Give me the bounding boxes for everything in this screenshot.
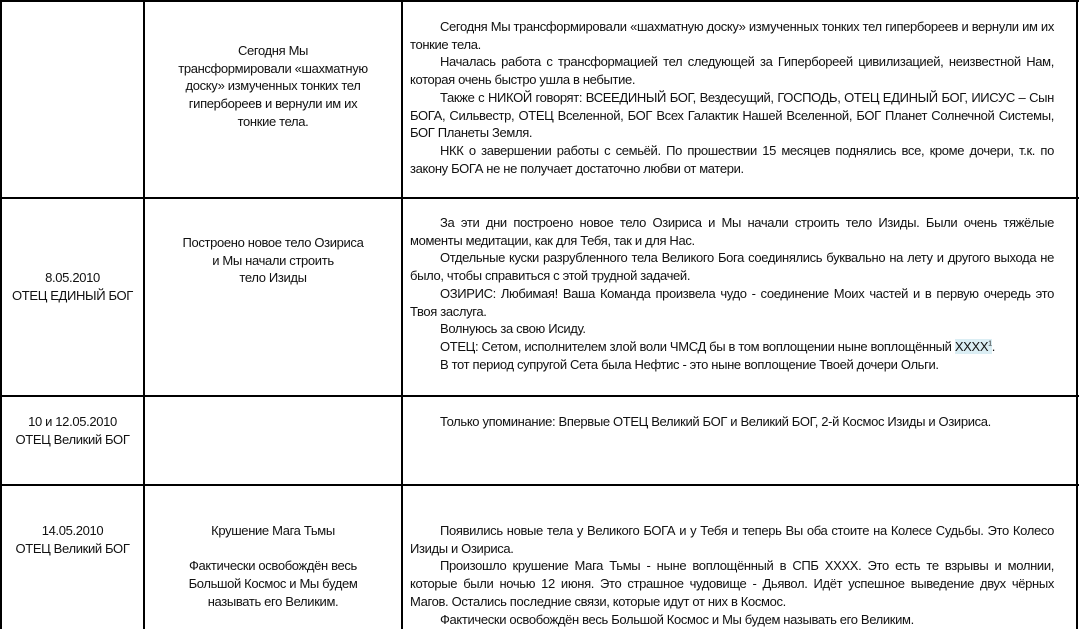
paragraph: Появились новые тела у Великого БОГА и у… bbox=[410, 523, 1054, 556]
paragraph: Сегодня Мы трансформировали «шахматную д… bbox=[410, 19, 1054, 52]
footnote-ref[interactable]: 1 bbox=[988, 340, 992, 348]
summary-line: Сегодня Мы bbox=[237, 43, 309, 58]
column-divider bbox=[143, 0, 145, 629]
row4-date-author: 14.05.2010 ОТЕЦ Великий БОГ bbox=[2, 522, 143, 557]
entry-author: ОТЕЦ Великий БОГ bbox=[15, 540, 130, 556]
summary-line: тонкие тела. bbox=[237, 113, 309, 129]
paragraph: ОЗИРИС: Любимая! Ваша Команда произвела … bbox=[410, 285, 1054, 319]
summary-line: тело Изиды bbox=[239, 270, 307, 286]
row2-date-author: 8.05.2010 ОТЕЦ ЕДИНЫЙ БОГ bbox=[2, 269, 143, 304]
row3-text: Только упоминание: Впервые ОТЕЦ Великий … bbox=[410, 413, 1054, 431]
entry-author: ОТЕЦ Великий БОГ bbox=[15, 431, 130, 447]
father-text: ОТЕЦ: Сетом, исполнителем злой воли ЧМСД… bbox=[440, 338, 955, 354]
row3-date-author: 10 и 12.05.2010 ОТЕЦ Великий БОГ bbox=[2, 413, 143, 448]
paragraph: Началась работа с трансформацией тел сле… bbox=[410, 54, 1054, 88]
paragraph: Только упоминание: Впервые ОТЕЦ Великий … bbox=[440, 414, 991, 429]
paragraph: Фактически освобождён весь Большой Космо… bbox=[440, 611, 914, 627]
highlighted-name: XXXX1 bbox=[954, 338, 992, 354]
row4-summary: Крушение Мага Тьмы Фактически освобождён… bbox=[145, 522, 401, 611]
row2-summary: Построено новое тело Озириса и Мы начали… bbox=[145, 234, 401, 287]
summary-title: Крушение Мага Тьмы bbox=[211, 523, 335, 538]
row-divider bbox=[0, 395, 1079, 397]
row-divider bbox=[0, 0, 1079, 2]
summary-line: называть его Великим. bbox=[207, 593, 339, 609]
table-border-right bbox=[1076, 0, 1078, 629]
row4-text: Появились новые тела у Великого БОГА и у… bbox=[410, 522, 1054, 628]
summary-line: доску» измученных тонких тел bbox=[185, 78, 361, 94]
paragraph: Произошло крушение Мага Тьмы - ныне вопл… bbox=[410, 558, 1054, 609]
entry-author: ОТЕЦ ЕДИНЫЙ БОГ bbox=[12, 287, 133, 303]
row1-text: Сегодня Мы трансформировали «шахматную д… bbox=[410, 18, 1054, 177]
entry-date: 10 и 12.05.2010 bbox=[28, 414, 117, 429]
highlight-text: XXXX bbox=[954, 338, 989, 354]
paragraph: В тот период супругой Сета была Нефтис -… bbox=[440, 356, 939, 372]
summary-line: гиперборeев и вернули им их bbox=[188, 96, 358, 112]
table-border-left bbox=[0, 0, 2, 629]
summary-line: Построено новое тело Озириса bbox=[182, 235, 364, 250]
row2-text: За эти дни построено новое тело Озириса … bbox=[410, 214, 1054, 373]
entry-date: 8.05.2010 bbox=[45, 270, 100, 285]
row-divider bbox=[0, 197, 1079, 199]
period: . bbox=[991, 338, 996, 354]
paragraph: Волнуюсь за свою Исиду. bbox=[440, 321, 586, 337]
paragraph: Также с НИКОЙ говорят: ВСЕЕДИНЫЙ БОГ, Ве… bbox=[410, 89, 1054, 141]
paragraph-father: ОТЕЦ: Сетом, исполнителем злой воли ЧМСД… bbox=[410, 338, 1054, 356]
row-divider bbox=[0, 484, 1079, 486]
summary-line: Большой Космос и Мы будем bbox=[188, 576, 358, 592]
paragraph: НКК о завершении работы с семьёй. По про… bbox=[410, 142, 1054, 176]
paragraph: Отдельные куски разрубленного тела Велик… bbox=[410, 250, 1054, 284]
entry-date: 14.05.2010 bbox=[41, 523, 104, 538]
summary-line: трансформировали «шахматную bbox=[178, 60, 368, 76]
column-divider bbox=[401, 0, 403, 629]
summary-line: Фактически освобождён весь bbox=[189, 558, 357, 574]
summary-line: и Мы начали строить bbox=[212, 252, 334, 268]
paragraph: За эти дни построено новое тело Озириса … bbox=[410, 215, 1054, 248]
row1-summary: Сегодня Мы трансформировали «шахматную д… bbox=[145, 42, 401, 131]
